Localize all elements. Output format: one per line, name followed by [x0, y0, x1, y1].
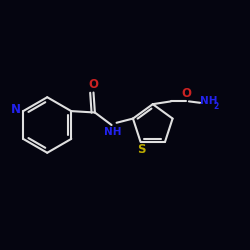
Text: NH: NH [200, 96, 217, 106]
Text: O: O [181, 87, 191, 100]
Text: NH: NH [104, 127, 122, 137]
Text: N: N [11, 103, 21, 116]
Text: S: S [137, 143, 145, 156]
Text: O: O [88, 78, 99, 91]
Text: 2: 2 [214, 102, 219, 111]
